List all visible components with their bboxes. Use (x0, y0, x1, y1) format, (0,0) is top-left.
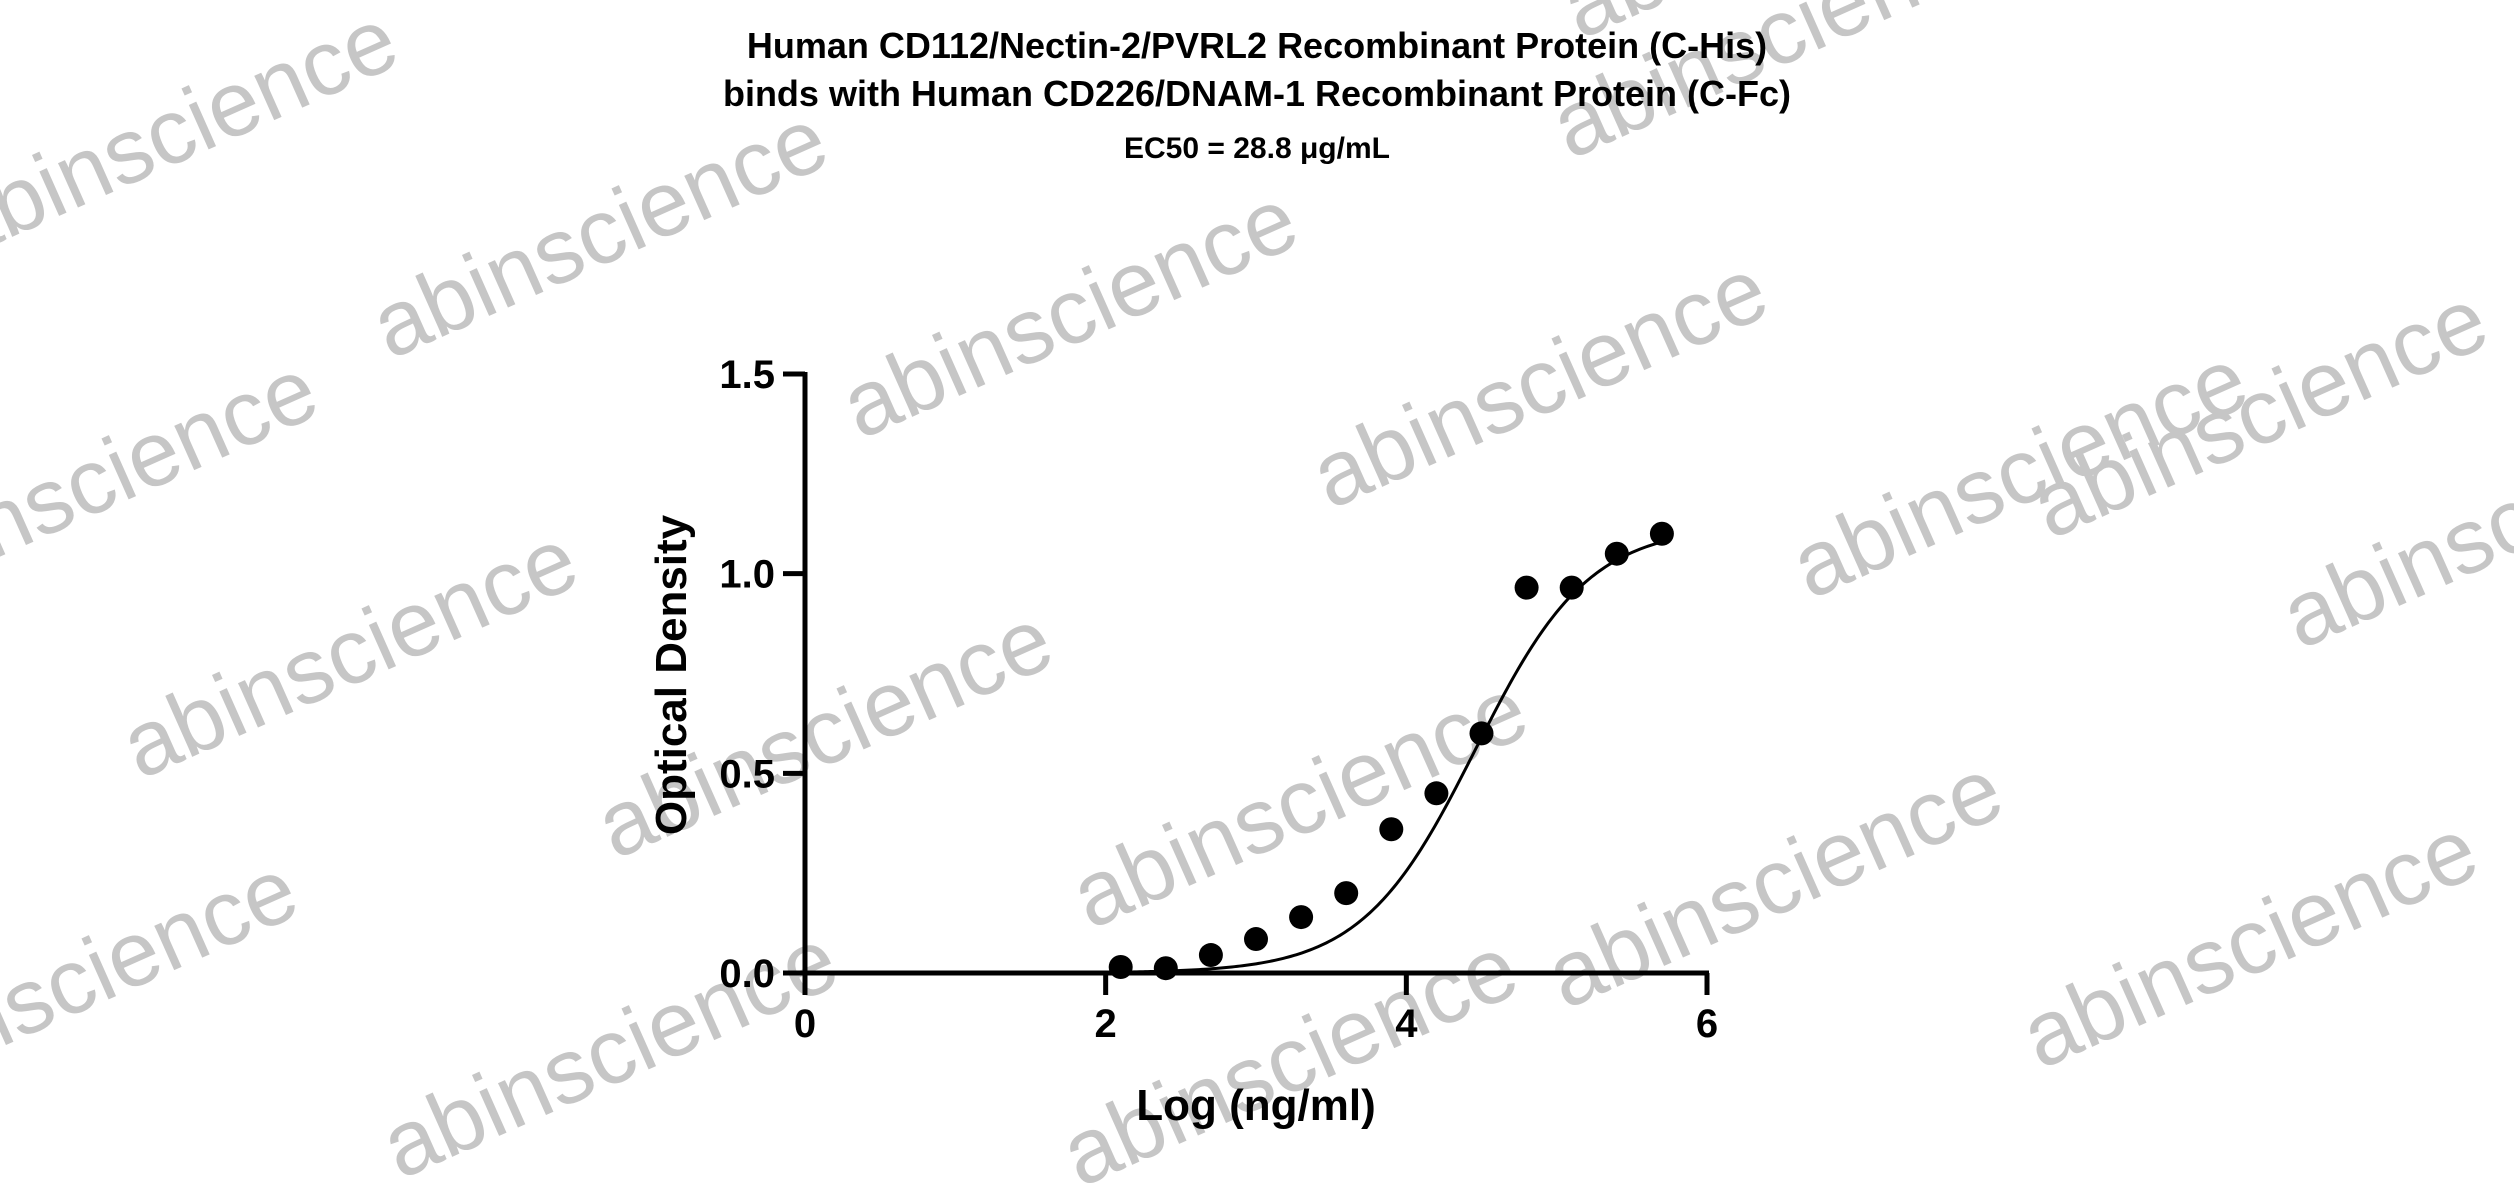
x-axis-label: Log (ng/ml) (1136, 1081, 1376, 1130)
y-tick-label: 0.5 (719, 752, 775, 796)
data-point (1198, 943, 1223, 968)
x-tick-label: 6 (1696, 1002, 1718, 1046)
ticks: 0.0 0.5 1.0 1.5 0 2 4 6 (719, 353, 1718, 1046)
y-tick-label: 1.0 (719, 553, 775, 597)
x-tick-label: 2 (1095, 1002, 1117, 1046)
axes (802, 372, 1709, 976)
data-point (1244, 927, 1268, 952)
data-point (1649, 521, 1674, 546)
watermark-text: abinscience (107, 507, 592, 798)
y-axis-label: Optical Density (647, 514, 696, 835)
chart-subtitle: EC50 = 28.8 μg/mL (1124, 132, 1390, 165)
y-tick-label: 1.5 (719, 353, 775, 397)
x-tick-label: 4 (1395, 1002, 1418, 1046)
y-tick-label: 0.0 (719, 952, 775, 996)
watermark-text: abinscience (357, 87, 842, 378)
watermark-text: abinscience (1532, 737, 2017, 1028)
data-point (1559, 575, 1584, 600)
data-point (1424, 781, 1449, 806)
watermark-text: abinscience (1297, 237, 1782, 528)
data-point (1334, 881, 1359, 906)
data-point (1469, 721, 1494, 746)
x-tick-label: 0 (794, 1002, 816, 1046)
watermark-text: abinscience (0, 0, 412, 278)
chart-title-line-1: Human CD112/Nectin-2/PVRL2 Recombinant P… (747, 25, 1767, 66)
data-points (1108, 521, 1674, 981)
data-point (1379, 817, 1404, 842)
data-point (1108, 955, 1133, 980)
data-point (1604, 541, 1629, 566)
data-point (1514, 575, 1539, 600)
watermark-text: abinscience (367, 907, 852, 1188)
watermark-text: abinscience (2007, 797, 2492, 1088)
data-point (1153, 956, 1178, 981)
watermark-text: abinscience (1057, 657, 1542, 948)
watermark-text: abinscience (827, 167, 1312, 458)
chart-title-line-2: binds with Human CD226/DNAM-1 Recombinan… (723, 73, 1791, 114)
data-point (1289, 905, 1314, 930)
watermark-text: abinscience (0, 837, 312, 1128)
watermark-text: abinscience (0, 337, 332, 628)
